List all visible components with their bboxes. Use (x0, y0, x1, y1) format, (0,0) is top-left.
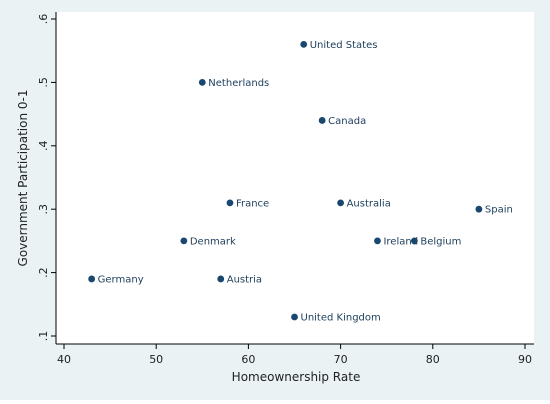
data-point (337, 199, 344, 207)
y-tick-label: .5 (37, 77, 50, 88)
x-tick-label: 80 (426, 353, 440, 366)
x-tick-label: 70 (334, 353, 348, 366)
y-tick-label: .4 (37, 141, 50, 152)
data-point-label: Australia (347, 198, 391, 209)
data-point (217, 275, 225, 283)
y-tick-label: .6 (37, 14, 50, 25)
data-point-label: Germany (98, 274, 144, 285)
y-tick-label: .1 (37, 331, 50, 342)
data-point (300, 40, 308, 48)
data-point-label: Ireland (383, 236, 418, 247)
data-point-label: Belgium (420, 236, 461, 247)
data-point-label: Netherlands (208, 78, 269, 89)
data-point-label: Spain (485, 205, 513, 216)
y-tick-label: .2 (37, 267, 50, 278)
data-point (88, 275, 96, 283)
y-tick-label: .3 (37, 204, 50, 215)
data-points: United States Netherlands Canada France Aust… (88, 40, 513, 323)
y-axis-title: Government Participation 0-1 (16, 90, 30, 267)
data-point (198, 79, 206, 86)
data-point (374, 237, 381, 245)
data-point (226, 199, 234, 207)
x-axis-title: Homeownership Rate (232, 370, 361, 384)
data-point (291, 313, 298, 321)
data-point (318, 117, 326, 124)
plot-area (56, 12, 534, 344)
data-point-label: United States (310, 40, 378, 51)
data-point-label: Denmark (190, 236, 236, 247)
x-tick-label: 90 (518, 353, 532, 366)
x-tick-label: 60 (241, 353, 255, 366)
x-axis: 40 50 60 70 80 90 (56, 343, 534, 366)
data-point-label: Austria (227, 274, 262, 285)
x-tick-label: 40 (57, 353, 71, 366)
data-point-label: France (236, 198, 269, 209)
data-point-label: Canada (328, 116, 366, 127)
data-point-label: United Kingdom (301, 312, 381, 323)
x-tick-label: 50 (149, 353, 163, 366)
y-axis: .1 .2 .3 .4 .5 .6 (37, 12, 57, 344)
data-point (410, 237, 418, 245)
data-point (180, 237, 188, 245)
data-point (475, 205, 483, 213)
